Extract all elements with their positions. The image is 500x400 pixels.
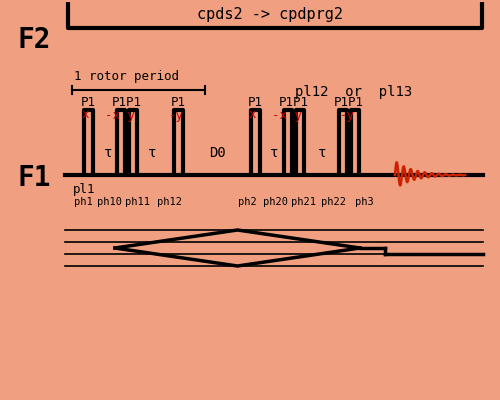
Text: -y: -y	[340, 108, 354, 122]
Text: P1: P1	[80, 96, 96, 108]
Text: D0: D0	[208, 146, 226, 160]
Text: 1 rotor period: 1 rotor period	[74, 70, 179, 83]
Text: -x y: -x y	[105, 108, 135, 122]
Text: ph11: ph11	[126, 197, 150, 207]
Text: τ: τ	[318, 146, 326, 160]
Text: cpds2 -> cpdprg2: cpds2 -> cpdprg2	[197, 8, 343, 22]
Text: ph12: ph12	[158, 197, 182, 207]
Text: P1P1: P1P1	[112, 96, 142, 108]
Text: P1P1: P1P1	[334, 96, 364, 108]
Text: P1: P1	[248, 96, 262, 108]
Text: ph3: ph3	[354, 197, 374, 207]
Text: ph22: ph22	[320, 197, 345, 207]
Text: pl12  or  pl13: pl12 or pl13	[295, 85, 412, 99]
Text: P1: P1	[170, 96, 186, 108]
Text: P1P1: P1P1	[279, 96, 309, 108]
Text: x: x	[81, 108, 89, 122]
Text: -x y: -x y	[272, 108, 302, 122]
Text: τ: τ	[270, 146, 278, 160]
Text: F1: F1	[18, 164, 52, 192]
Text: τ: τ	[148, 146, 156, 160]
Text: ph21: ph21	[292, 197, 316, 207]
Text: ph1: ph1	[74, 197, 92, 207]
Text: pl1: pl1	[73, 184, 96, 196]
Text: ph20: ph20	[262, 197, 287, 207]
Text: ph2: ph2	[238, 197, 256, 207]
Text: F2: F2	[18, 26, 52, 54]
Text: τ: τ	[104, 146, 112, 160]
Text: ph10: ph10	[98, 197, 122, 207]
Text: x: x	[248, 108, 256, 122]
Text: -y: -y	[168, 108, 184, 122]
